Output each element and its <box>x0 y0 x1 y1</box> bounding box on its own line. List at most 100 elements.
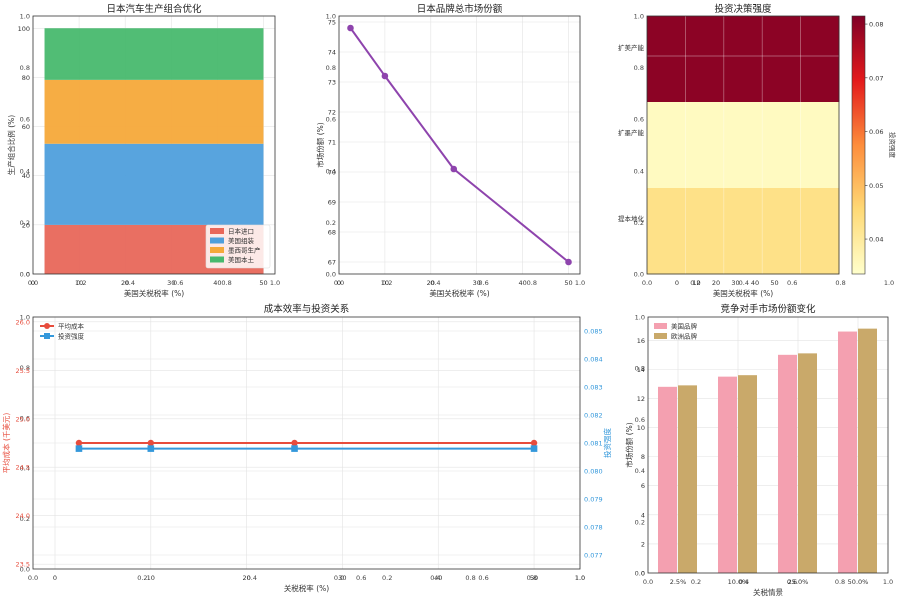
cost-ytick-left: 24.0 <box>16 512 30 520</box>
comp-ytick: 8 <box>641 453 645 461</box>
heat-cell <box>647 16 686 103</box>
cost-point <box>291 439 298 447</box>
comp-legend-swatch <box>654 333 667 339</box>
cost-ytick-right: 0.079 <box>584 496 603 504</box>
area-frame <box>32 15 276 275</box>
heat-colorbar-ticklabel: 0.08 <box>869 21 883 29</box>
cost-xtick: 40 <box>434 574 442 582</box>
comp-ghost-ytick: 0.4 <box>635 467 645 475</box>
area-xtick: 40 <box>213 279 221 287</box>
cost-ghost-xtick2: 0.2 <box>382 574 392 582</box>
share-ghost-xtick: 0.0 <box>334 279 344 287</box>
cost-legend-label: 平均成本 <box>58 322 85 331</box>
area-ghost-xtick: 0.4 <box>125 279 135 287</box>
area-ghost-xtick: 0.8 <box>221 279 231 287</box>
comp-bar-us <box>718 376 737 573</box>
cost-xtick: 50 <box>530 574 538 582</box>
comp-ytick: 10 <box>637 424 645 432</box>
cost-ytick-left: 25.5 <box>16 367 30 375</box>
heat-cell <box>762 102 802 189</box>
invest-legend-label: 投资强度 <box>58 332 85 341</box>
invest-point <box>291 445 298 452</box>
cost-ytick-left: 23.5 <box>16 561 30 569</box>
comp-ghost-ytick: 0.0 <box>635 570 645 578</box>
heat-ghost-ytick: 0.0 <box>634 271 644 279</box>
comp-ytick: 12 <box>637 395 645 403</box>
heat-cell <box>647 188 686 275</box>
invest-point <box>530 445 538 452</box>
cost-ghost-xtick: 1.0 <box>575 574 585 582</box>
heat-colorbar-ticklabel: 0.06 <box>869 128 883 136</box>
heat-cell <box>762 188 802 275</box>
share-ghost-ytick: 0.8 <box>326 64 336 72</box>
heat-colorbar-ticklabel: 0.07 <box>869 74 883 82</box>
share-title: 日本品牌总市场份额 <box>417 3 503 15</box>
area-ytick: 40 <box>22 172 30 180</box>
heat-ghost-xtick: 0.8 <box>835 279 845 287</box>
invest-point <box>75 445 83 452</box>
area-ghost-ytick: 1.0 <box>20 13 30 21</box>
area-ghost-ytick: 0.4 <box>20 167 30 175</box>
cost-ghost-ytick: 1.0 <box>20 314 30 322</box>
cost-ghost-ytick: 0.6 <box>20 414 30 422</box>
area-ghost-ytick: 0.2 <box>20 219 30 227</box>
cost-title: 成本效率与投资关系 <box>264 303 350 315</box>
area-ghost-xtick: 1.0 <box>270 279 280 287</box>
share-ytick: 68 <box>328 229 336 237</box>
cost-ghost-ytick: 0.0 <box>20 566 30 574</box>
area-xtick: 20 <box>121 279 129 287</box>
heat-cell <box>647 102 686 189</box>
cost-xtick: 10 <box>147 574 155 582</box>
cost-ytick-right: 0.080 <box>584 468 603 476</box>
share-point <box>347 24 354 32</box>
comp-ytick: 6 <box>641 482 645 490</box>
share-ytick: 72 <box>328 109 336 117</box>
share-point <box>565 258 572 266</box>
comp-ghost-xtick: 1.0 <box>883 578 893 586</box>
share-ghost-ytick: 0.0 <box>326 271 336 279</box>
cost-point <box>75 439 83 447</box>
area-xtick: 10 <box>75 279 83 287</box>
cost-ghost-ytick: 0.8 <box>20 364 30 372</box>
cost-ghost-xtick: 0.6 <box>356 574 366 582</box>
area-ghost-ytick: 0.8 <box>20 64 30 72</box>
heat-xtick: 20 <box>712 279 720 287</box>
comp-ghost-xtick: 0.0 <box>643 578 653 586</box>
area-ytick: 20 <box>22 221 30 229</box>
area-ylabel: 生产组合比例 (%) <box>6 115 16 175</box>
area-ghost-xtick: 0.6 <box>173 279 183 287</box>
area-xlabel: 美国关税税率 (%) <box>124 288 184 298</box>
cost-ghost-ytick: 0.4 <box>20 465 30 473</box>
heat-row-label: 扩墨产能 <box>618 128 645 137</box>
share-line <box>349 27 570 263</box>
heat-cell <box>762 16 802 103</box>
heat-xlabel: 美国关税税率 (%) <box>713 288 773 298</box>
cost-ytick-right: 0.082 <box>584 412 603 420</box>
comp-bar-eu <box>858 328 877 573</box>
area-ytick: 60 <box>22 123 30 131</box>
area-legend-label: 墨西哥生产 <box>228 246 261 255</box>
area-ghost-xtick: 0.2 <box>76 279 86 287</box>
heat-ghost-ytick: 0.2 <box>634 219 644 227</box>
comp-ghost-xtick: 0.8 <box>835 578 845 586</box>
area-legend-swatch <box>210 237 224 244</box>
share-xtick: 40 <box>518 279 526 287</box>
heat-ghost-ytick: 1.0 <box>634 13 644 21</box>
heat-xtick: 0 <box>675 279 679 287</box>
cost-ghost-xtick2: 0.8 <box>527 574 537 582</box>
heat-colorbar-ticklabel: 0.04 <box>869 236 883 244</box>
area-legend-label: 美国组装 <box>228 236 255 245</box>
area-ghost-ytick: 0.0 <box>20 271 30 279</box>
comp-bar-eu <box>678 385 697 573</box>
comp-xtick: 50.0% <box>848 578 869 586</box>
share-ghost-xtick: 0.6 <box>478 279 488 287</box>
cost-ytick-right: 0.078 <box>584 524 603 532</box>
cost-ghost-xtick2: 0.0 <box>334 574 344 582</box>
heat-cell <box>800 16 840 103</box>
share-xtick: 20 <box>427 279 435 287</box>
cost-ghost-xtick: 0.0 <box>28 574 38 582</box>
share-ytick: 73 <box>328 79 336 87</box>
area-legend-label: 美国本土 <box>228 255 255 264</box>
invest-ylabel: 投资强度 <box>602 428 612 458</box>
share-frame <box>338 15 581 275</box>
